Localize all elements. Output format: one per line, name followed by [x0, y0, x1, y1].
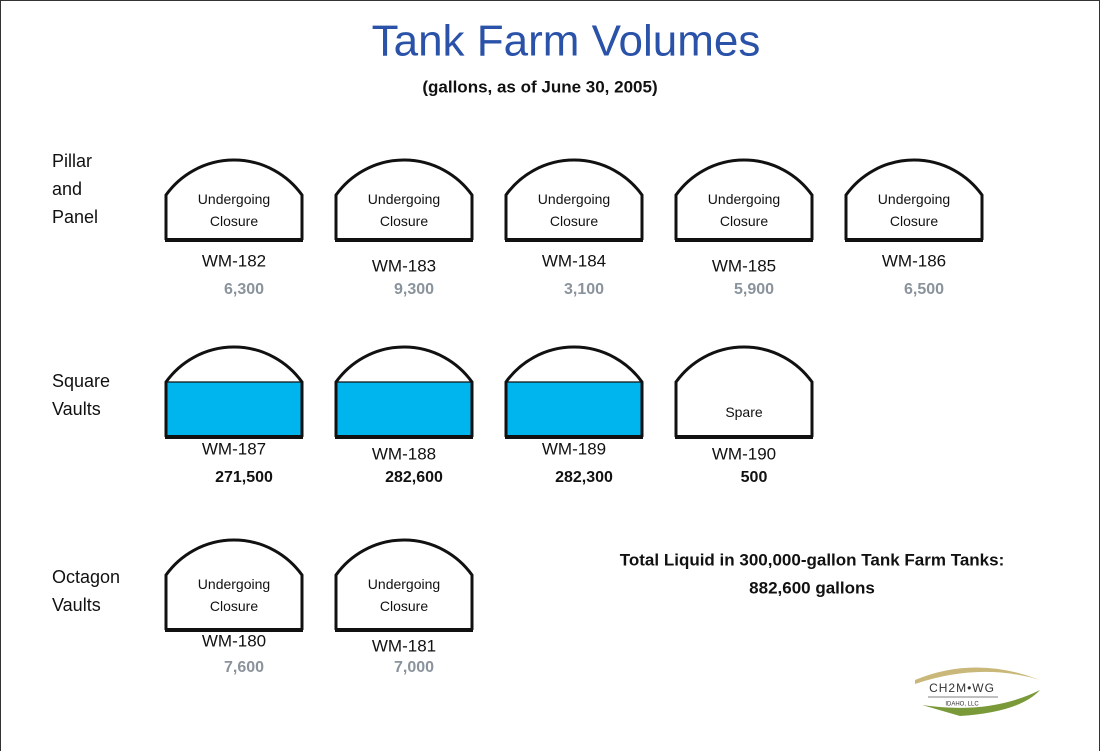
group-label: Octagon — [52, 567, 120, 587]
tank — [334, 345, 474, 437]
total-line: 882,600 gallons — [749, 578, 875, 597]
tank-status: Closure — [550, 213, 598, 229]
tank — [504, 345, 644, 437]
tank-status: Undergoing — [368, 191, 440, 207]
tank-volume: 7,000 — [394, 659, 434, 676]
tank — [164, 538, 304, 630]
tank-status: Undergoing — [198, 191, 270, 207]
tank-status: Closure — [380, 598, 428, 614]
tank-status: Closure — [210, 598, 258, 614]
liquid — [166, 382, 302, 437]
tank-status: Spare — [725, 404, 763, 420]
tank-name: WM-185 — [712, 256, 776, 275]
logo-sub: IDAHO, LLC — [945, 702, 979, 708]
logo-swoosh — [922, 690, 1040, 716]
tank-volume: 271,500 — [215, 469, 273, 486]
tank-name: WM-183 — [372, 256, 436, 275]
tank-status: Undergoing — [538, 191, 610, 207]
tank-status: Closure — [380, 213, 428, 229]
tank — [504, 158, 644, 240]
subtitle: (gallons, as of June 30, 2005) — [422, 77, 657, 96]
tank-name: WM-189 — [542, 439, 606, 458]
logo-text: CH2M•WG — [929, 681, 995, 695]
tank-volume: 9,300 — [394, 281, 434, 298]
tank-name: WM-180 — [202, 631, 266, 650]
tank — [674, 345, 814, 437]
tank-volume: 282,300 — [555, 469, 613, 486]
tank-name: WM-190 — [712, 444, 776, 463]
tank-volume: 6,300 — [224, 281, 264, 298]
liquid — [336, 382, 472, 437]
tank-name: WM-181 — [372, 636, 436, 655]
tank-status: Closure — [210, 213, 258, 229]
tank-status: Undergoing — [198, 576, 270, 592]
logo-swoosh — [915, 667, 1040, 684]
tank — [674, 158, 814, 240]
tank-name: WM-188 — [372, 444, 436, 463]
tank-status: Closure — [720, 213, 768, 229]
group-label: Vaults — [52, 399, 101, 419]
tank-status: Undergoing — [878, 191, 950, 207]
tank-volume: 5,900 — [734, 281, 774, 298]
group-label: Square — [52, 371, 110, 391]
title: Tank Farm Volumes — [372, 17, 761, 66]
total-line: Total Liquid in 300,000-gallon Tank Farm… — [620, 550, 1004, 569]
tank-volume: 7,600 — [224, 659, 264, 676]
tank — [334, 538, 474, 630]
tank-status: Closure — [890, 213, 938, 229]
tank-volume: 6,500 — [904, 281, 944, 298]
tank-volume: 500 — [741, 469, 768, 486]
group-label: Panel — [52, 207, 98, 227]
tank-name: WM-182 — [202, 251, 266, 270]
tank-volume: 3,100 — [564, 281, 604, 298]
tank — [844, 158, 984, 240]
group-label: Pillar — [52, 151, 92, 171]
tank-name: WM-187 — [202, 439, 266, 458]
tank-name: WM-184 — [542, 251, 606, 270]
tank-volume: 282,600 — [385, 469, 443, 486]
tank-status: Undergoing — [368, 576, 440, 592]
tank-name: WM-186 — [882, 251, 946, 270]
group-label: Vaults — [52, 595, 101, 615]
group-label: and — [52, 179, 82, 199]
liquid — [506, 382, 642, 437]
tank — [334, 158, 474, 240]
tank-status: Undergoing — [708, 191, 780, 207]
tank — [164, 158, 304, 240]
logo: CH2M•WG IDAHO, LLC — [915, 667, 1040, 716]
tank — [164, 345, 304, 437]
